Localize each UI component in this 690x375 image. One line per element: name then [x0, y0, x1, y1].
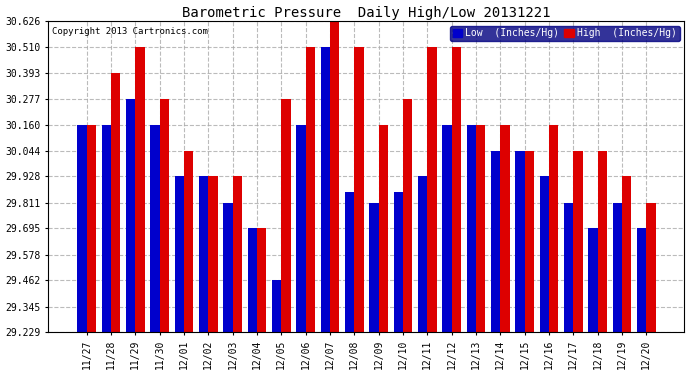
Bar [515, 151, 524, 332]
Bar [647, 202, 656, 332]
Bar [208, 177, 217, 332]
Bar [442, 125, 452, 332]
Bar [126, 99, 135, 332]
Bar [524, 151, 534, 332]
Bar [354, 46, 364, 332]
Bar [224, 202, 233, 332]
Bar [476, 125, 485, 332]
Bar [369, 202, 379, 332]
Title: Barometric Pressure  Daily High/Low 20131221: Barometric Pressure Daily High/Low 20131… [182, 6, 551, 20]
Bar [540, 177, 549, 332]
Bar [297, 125, 306, 332]
Bar [564, 202, 573, 332]
Bar [199, 177, 208, 332]
Bar [159, 99, 169, 332]
Bar [101, 125, 111, 332]
Bar [418, 177, 427, 332]
Bar [379, 125, 388, 332]
Bar [321, 46, 330, 332]
Bar [427, 46, 437, 332]
Bar [248, 228, 257, 332]
Bar [150, 125, 159, 332]
Bar [613, 202, 622, 332]
Bar [330, 21, 339, 332]
Bar [394, 192, 403, 332]
Bar [598, 151, 607, 332]
Bar [466, 125, 476, 332]
Bar [257, 228, 266, 332]
Bar [500, 125, 509, 332]
Bar [111, 73, 120, 332]
Bar [306, 46, 315, 332]
Legend: Low  (Inches/Hg), High  (Inches/Hg): Low (Inches/Hg), High (Inches/Hg) [450, 26, 680, 41]
Bar [622, 177, 631, 332]
Bar [135, 46, 144, 332]
Bar [637, 228, 647, 332]
Bar [491, 151, 500, 332]
Bar [403, 99, 412, 332]
Bar [589, 228, 598, 332]
Bar [282, 99, 290, 332]
Bar [272, 280, 282, 332]
Bar [573, 151, 582, 332]
Bar [452, 46, 461, 332]
Bar [175, 177, 184, 332]
Bar [549, 125, 558, 332]
Bar [77, 125, 87, 332]
Bar [184, 151, 193, 332]
Bar [233, 177, 242, 332]
Text: Copyright 2013 Cartronics.com: Copyright 2013 Cartronics.com [52, 27, 208, 36]
Bar [87, 125, 96, 332]
Bar [345, 192, 354, 332]
